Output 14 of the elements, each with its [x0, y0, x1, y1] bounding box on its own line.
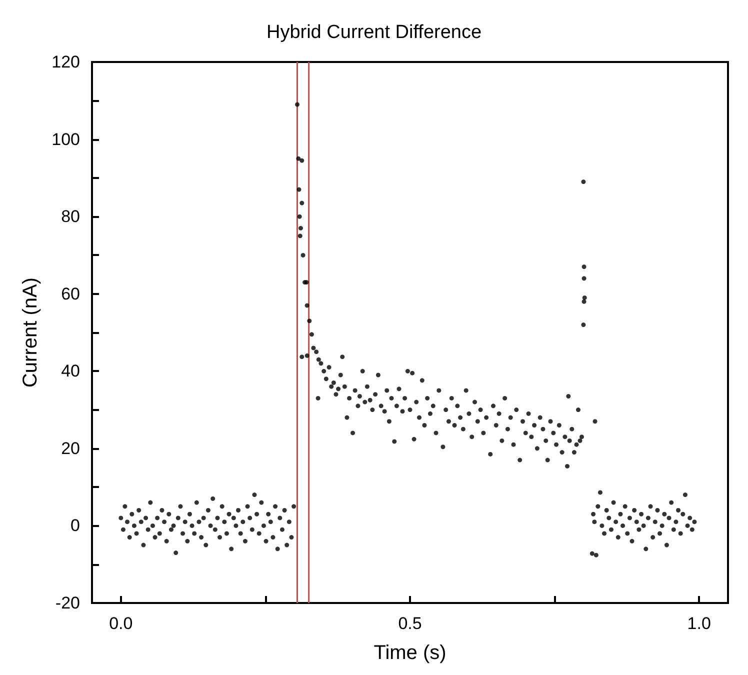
y-axis-title: Current (nA): [20, 277, 42, 388]
chart-title: Hybrid Current Difference: [266, 22, 482, 43]
x-tick-label: 0.5: [398, 614, 422, 633]
y-tick-label: 40: [61, 362, 80, 381]
y-tick-label: 20: [61, 438, 80, 458]
y-tick-label: 120: [52, 52, 80, 72]
y-tick-label: 80: [61, 207, 80, 226]
x-tick-label: 1.0: [687, 614, 711, 633]
y-tick-label: 0: [70, 516, 80, 536]
x-axis-title: Time (s): [374, 642, 446, 664]
y-tick-label: 100: [52, 130, 80, 149]
y-tick-label: 60: [61, 284, 80, 304]
y-tick-label: -20: [55, 594, 80, 612]
x-tick-label: 0.0: [109, 614, 133, 633]
